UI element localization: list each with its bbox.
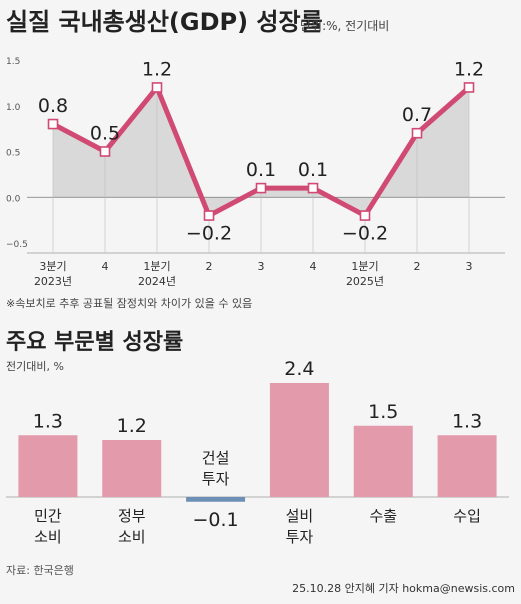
bar-category-label: 수입	[453, 507, 481, 525]
bar-category-label: 정부	[118, 507, 146, 525]
bar-value-label: 1.3	[33, 410, 63, 432]
bar-value-label: 1.5	[368, 401, 398, 423]
x-tick-label: 1분기	[351, 260, 378, 273]
y-tick-label: 1.5	[6, 57, 20, 67]
data-point	[255, 182, 267, 194]
value-label: 0.8	[38, 95, 68, 117]
value-label: 0.1	[246, 159, 276, 181]
value-label: 0.7	[402, 104, 432, 126]
data-point	[203, 210, 215, 221]
bar-value-label: 2.4	[284, 358, 314, 380]
x-tick-year: 2024년	[138, 275, 176, 288]
y-tick-label: 0.0	[6, 194, 21, 204]
x-tick-label: 4	[310, 260, 317, 273]
bar-value-label: 1.2	[117, 415, 147, 437]
y-tick-label: 1.0	[6, 103, 21, 113]
bar	[18, 435, 78, 497]
series-layer	[47, 82, 475, 221]
bar	[102, 440, 162, 497]
gdp-line-chart: −0.5 0.0 0.5 1.0 1.5 0.8 0.5 1.2 −0.2 0.1 0.1 −0.2…	[6, 57, 505, 288]
data-point	[411, 127, 423, 139]
x-tick-layer: 3분기 2023년 4 1분기 2024년 2 3 4 1분기 2025년 2 3	[34, 260, 473, 288]
bar	[269, 383, 329, 497]
data-point	[47, 118, 59, 130]
data-point	[463, 82, 475, 93]
x-tick-label: 2	[414, 260, 421, 273]
revision-note: ※속보치로 추후 공표될 잠정치와 차이가 있을 수 있음	[6, 296, 252, 310]
bar	[437, 435, 497, 497]
x-tick-label: 2	[206, 260, 213, 273]
value-label: 0.5	[90, 123, 120, 145]
x-tick-label: 3	[258, 260, 265, 273]
x-tick-label: 1분기	[143, 260, 170, 273]
bar-category-label: 설비	[286, 507, 314, 525]
data-point	[359, 210, 371, 221]
x-tick-year: 2023년	[34, 275, 72, 288]
bar-value-label: −0.1	[193, 509, 239, 531]
bar-category-label: 소비	[118, 528, 146, 546]
value-label: 1.2	[454, 58, 484, 80]
value-label: 1.2	[142, 58, 172, 80]
x-tick-label: 3분기	[39, 260, 66, 273]
axis-layer: −0.5 0.0 0.5 1.0 1.5	[6, 57, 505, 254]
label-layer: 0.8 0.5 1.2 −0.2 0.1 0.1 −0.2 0.7 1.2	[38, 58, 484, 244]
gdp-chart-title: 실질 국내총생산(GDP) 성장률	[6, 8, 323, 36]
bar-category-label: 투자	[202, 470, 230, 488]
bar-category-label: 소비	[34, 528, 62, 546]
bar	[353, 425, 413, 497]
y-tick-label: 0.5	[6, 149, 20, 159]
source-label: 자료: 한국은행	[6, 564, 74, 577]
y-tick-label: −0.5	[6, 240, 28, 250]
bar-category-label: 수출	[369, 507, 397, 525]
bar-category-label: 민간	[34, 507, 62, 525]
sector-chart-title: 주요 부문별 성장률	[6, 330, 183, 355]
bar-value-label: 1.3	[452, 410, 482, 432]
gdp-unit-label: 단위:%, 전기대비	[300, 19, 389, 33]
value-label: −0.2	[342, 223, 388, 245]
x-tick-label: 3	[466, 260, 473, 273]
credit-label: 25.10.28 안지혜 기자 hokma@newsis.com	[292, 582, 515, 595]
x-tick-year: 2025년	[346, 275, 384, 288]
data-point	[151, 82, 163, 93]
value-label: 0.1	[298, 159, 328, 181]
bar-category-label: 투자	[286, 528, 314, 546]
sector-unit-label: 전기대비, %	[6, 360, 64, 373]
data-point	[307, 182, 319, 194]
data-point	[99, 146, 111, 157]
value-label: −0.2	[186, 223, 232, 245]
bar-category-label: 건설	[202, 449, 230, 467]
bar	[186, 497, 246, 502]
x-tick-label: 4	[102, 260, 109, 273]
